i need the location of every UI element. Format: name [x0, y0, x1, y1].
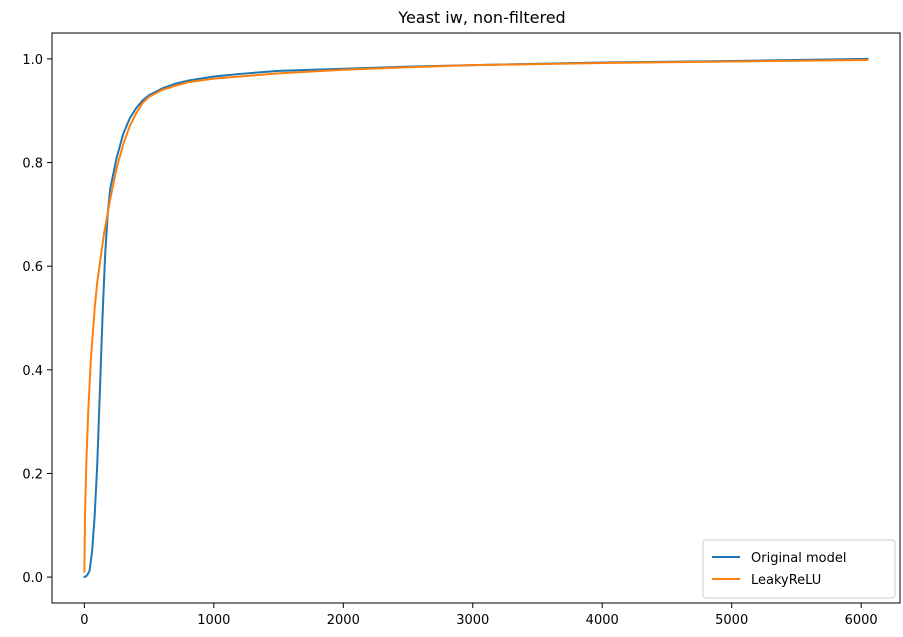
legend-label-1: Original model	[751, 551, 846, 566]
x-tick-label: 5000	[715, 613, 748, 628]
x-tick-label: 4000	[586, 613, 619, 628]
y-tick-label: 0.2	[22, 467, 43, 482]
y-axis: 0.0 0.2 0.4 0.6 0.8 1.0	[22, 53, 52, 586]
series-line-1	[83, 57, 869, 579]
x-tick-label: 2000	[327, 613, 360, 628]
y-tick-label: 0.4	[22, 364, 43, 379]
series-line-2	[83, 58, 869, 573]
series-layer	[83, 57, 869, 579]
chart-title: Yeast iw, non-filtered	[397, 8, 565, 27]
x-tick-label: 1000	[197, 613, 230, 628]
y-tick-label: 0.6	[22, 260, 43, 275]
legend-box	[702, 539, 896, 599]
y-tick-label: 0.8	[22, 157, 43, 172]
x-axis: 0 1000 2000 3000 4000 5000 6000	[80, 603, 878, 628]
y-tick-label: 0.0	[22, 571, 43, 586]
y-tick-label: 1.0	[22, 53, 43, 68]
plot-frame	[51, 32, 901, 604]
x-tick-label: 3000	[456, 613, 489, 628]
legend: Original model LeakyReLU	[702, 539, 896, 599]
legend-label-2: LeakyReLU	[751, 573, 821, 588]
x-tick-label: 6000	[845, 613, 878, 628]
x-tick-label: 0	[80, 613, 88, 628]
